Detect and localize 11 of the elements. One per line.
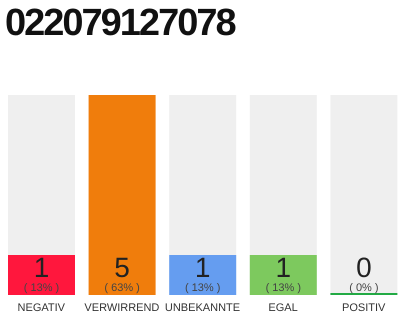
data-label: 5 ( 63% ) — [104, 252, 140, 294]
data-label: 1 ( 13% ) — [266, 252, 302, 294]
data-label: 1 ( 13% ) — [184, 252, 220, 294]
x-tick-label: UNBEKANNTE — [164, 302, 240, 314]
chart-title: 022079127078 — [5, 2, 235, 45]
x-tick-label: VERWIRREND — [84, 302, 160, 314]
data-label: 1 ( 13% ) — [24, 252, 60, 294]
x-tick-label: NEGATIV — [18, 302, 66, 314]
data-label: 0 ( 0% ) — [349, 252, 379, 294]
x-tick-label: POSITIV — [342, 302, 386, 314]
x-tick-label: EGAL — [268, 302, 298, 314]
